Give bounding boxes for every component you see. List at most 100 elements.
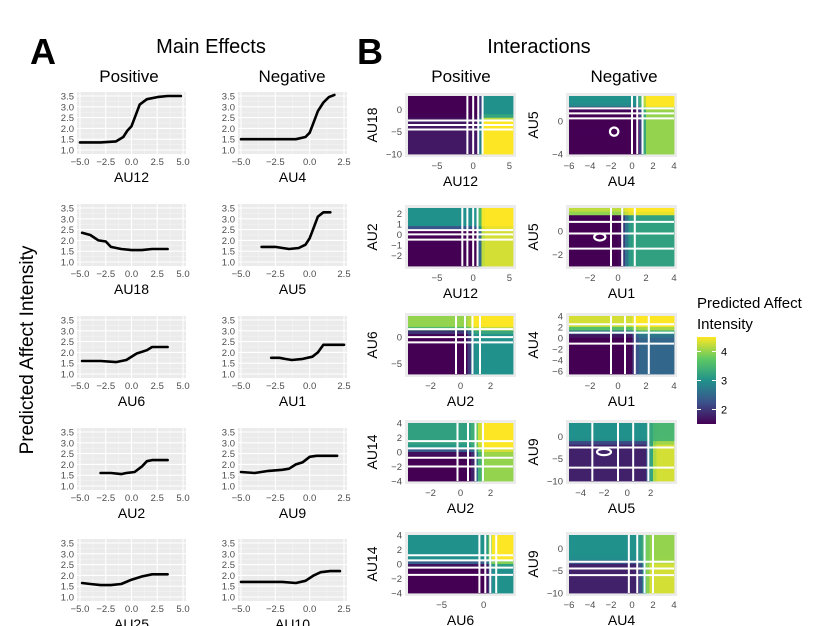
heatmap-cell [446,585,451,590]
heatmap-cell [625,366,629,371]
heatmap-cell [485,423,489,428]
heatmap-cell [572,208,577,213]
heatmap-cell [604,146,608,151]
heatmap-cell [502,437,507,442]
heatmap-cell [457,143,461,148]
heatmap-cell [425,444,430,449]
heatmap-cell [471,545,475,550]
heatmap-cell [590,571,594,576]
heatmap-cell [467,316,472,321]
heatmap-cell [635,237,640,242]
x-tick-label: 2 [643,381,648,392]
heatmap-cell [611,423,615,428]
heatmap-cell [411,319,416,324]
heatmap-cell [467,452,472,457]
heatmap-cell [576,229,580,234]
heatmap-cell [632,143,636,148]
heatmap-cell [628,316,633,321]
heatmap-cell [600,211,605,216]
heatmap-cell [446,96,451,101]
heatmap-cell [618,370,622,375]
heatmap-cell [572,247,577,252]
heatmap-cell [495,323,500,328]
effect-line [269,343,346,362]
heatmap-cell [474,255,479,260]
heatmap-cell [600,132,605,137]
heatmap-cell [411,549,416,554]
heatmap-cell [670,262,675,267]
heatmap-cell [509,218,514,223]
heatmap-cell [492,319,496,324]
heatmap-cell [446,215,451,220]
heatmap-cell [593,146,598,151]
heatmap-cell [460,139,465,144]
heatmap-cell [569,564,573,569]
heatmap-cell [649,125,654,130]
heatmap-cell [653,433,657,438]
heatmap-cell [597,538,601,543]
heatmap-cell [453,560,458,565]
heatmap-cell [429,229,433,234]
y-tick-label: −4 [391,589,402,600]
heatmap-cell [639,455,643,460]
heatmap-cell [432,370,437,375]
y-tick-label: 1.0 [61,482,74,493]
heatmap-cell [478,244,482,249]
heatmap-cell [492,578,496,583]
heatmap-cell [495,567,500,572]
heatmap-cell [579,452,584,457]
heatmap-cell [488,323,493,328]
heatmap-cell [586,117,591,122]
heatmap-cell [614,208,619,213]
heatmap-cell [607,258,612,263]
heatmap-cell [481,229,486,234]
heatmap-cell [642,114,647,119]
heatmap-cell [646,222,650,227]
heatmap-cell [418,337,423,342]
heatmap-cell [576,423,580,428]
x-tick-label: 0 [471,273,476,284]
heatmap-cell [495,370,500,375]
heatmap-cell [576,433,580,438]
heatmap-cell [583,455,587,460]
heatmap-cell [649,132,654,137]
heatmap-cell [453,110,458,115]
heatmap-cell [429,218,433,223]
heatmap-cell [572,549,577,554]
heatmap-cell [621,477,626,482]
heatmap-cell [590,337,594,342]
heatmap-cell [429,433,433,438]
heatmap-cell [576,585,580,590]
heatmap-cell [586,441,591,446]
heatmap-cell [621,455,626,460]
heatmap-cell [663,337,668,342]
heatmap-cell [460,549,465,554]
heatmap-cell [418,582,423,587]
y-axis-label: AU6 [364,331,380,358]
heatmap-cell [495,143,500,148]
heatmap-cell [579,352,584,357]
heatmap-cell [450,578,454,583]
heatmap-cell [457,473,461,478]
heatmap-cell [450,370,454,375]
x-tick-label: −5.0 [71,157,90,168]
heatmap-cell [425,366,430,371]
x-tick-label: −2.5 [96,604,115,615]
heatmap-cell [635,452,640,457]
heatmap-cell [460,470,465,475]
heatmap-cell [635,448,640,453]
heatmap-cell [579,535,584,540]
heatmap-cell [460,538,465,543]
heatmap-cell [443,459,447,464]
heatmap-cell [439,226,444,231]
heatmap-cell [436,208,440,213]
heatmap-cell [432,437,437,442]
heatmap-cell [485,215,489,220]
heatmap-cell [492,423,496,428]
heatmap-cell [576,334,580,339]
heatmap-cell [639,128,643,133]
heatmap-cell [453,535,458,540]
contour-loop [593,232,607,242]
heatmap-cell [618,316,622,321]
heatmap-cell [450,538,454,543]
